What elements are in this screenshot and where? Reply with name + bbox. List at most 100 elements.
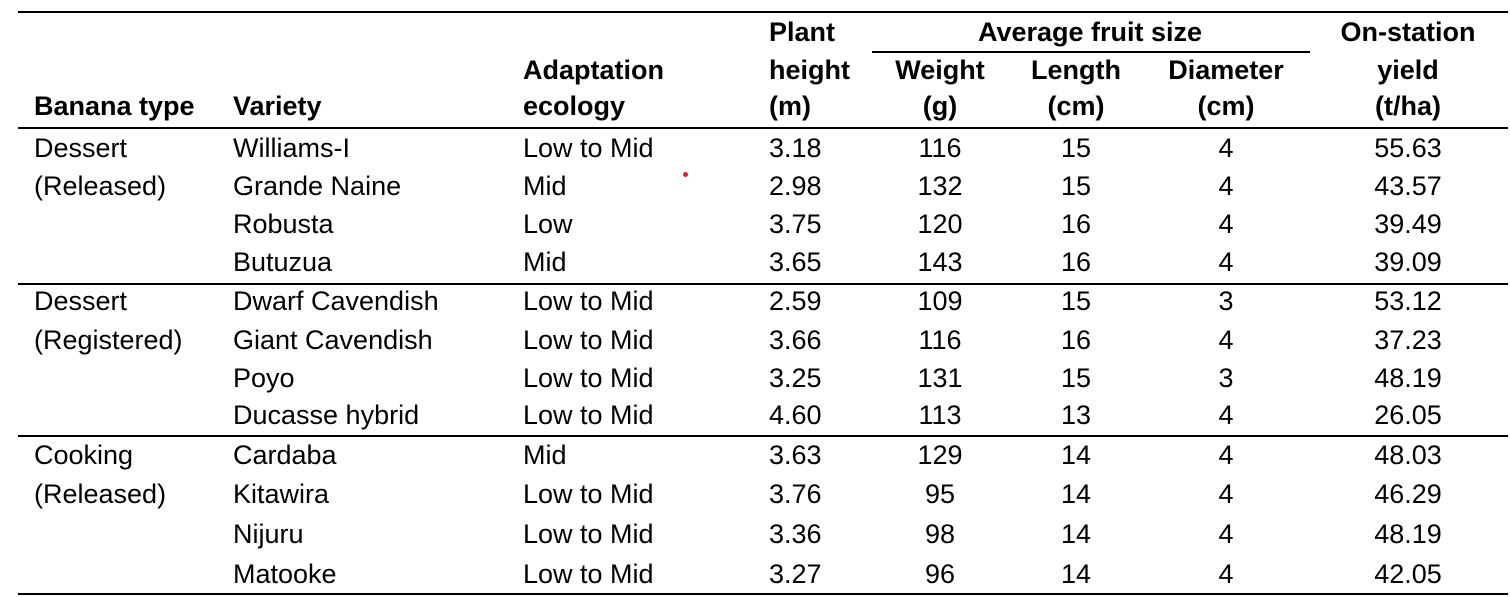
cell-length: 15 <box>1060 363 1092 393</box>
cell-height: 3.75 <box>769 209 822 239</box>
header-yield-line2: yield <box>1377 55 1439 85</box>
cell-variety: Nijuru <box>233 519 304 549</box>
cell-yield: 39.49 <box>1374 209 1442 239</box>
cell-length: 14 <box>1060 479 1092 509</box>
header-weight-line1: Weight <box>895 55 985 85</box>
banana-type-line2: (Released) <box>34 479 167 509</box>
cell-length: 16 <box>1060 247 1092 277</box>
cell-ecology: Mid <box>523 171 567 201</box>
cell-yield: 42.05 <box>1374 559 1442 589</box>
group-divider-rule <box>18 435 1508 437</box>
cell-height: 2.59 <box>769 286 822 316</box>
table-top-rule <box>18 11 1508 13</box>
cell-diameter: 4 <box>1218 133 1234 163</box>
cell-height: 3.76 <box>769 479 822 509</box>
header-bottom-rule <box>18 127 1508 129</box>
cell-height: 3.63 <box>769 440 822 470</box>
red-dot-marker <box>683 172 688 177</box>
header-length-line2: (cm) <box>1047 91 1105 121</box>
cell-height: 3.36 <box>769 519 822 549</box>
cell-height: 3.18 <box>769 133 822 163</box>
cell-yield: 26.05 <box>1374 400 1442 430</box>
cell-weight: 113 <box>918 400 962 430</box>
cell-yield: 55.63 <box>1374 133 1442 163</box>
cell-height: 3.66 <box>769 325 822 355</box>
cell-ecology: Low to Mid <box>523 133 654 163</box>
fruit-size-group-rule <box>872 51 1310 53</box>
cell-height: 3.27 <box>769 559 822 589</box>
cell-weight: 131 <box>917 363 963 393</box>
cell-yield: 48.03 <box>1374 440 1442 470</box>
cell-length: 14 <box>1060 519 1092 549</box>
cell-variety: Grande Naine <box>233 171 402 201</box>
header-diameter-line1: Diameter <box>1168 55 1284 85</box>
cell-diameter: 3 <box>1218 363 1234 393</box>
table-bottom-rule <box>18 593 1508 595</box>
cell-variety: Robusta <box>233 209 334 239</box>
cell-length: 15 <box>1060 286 1092 316</box>
cell-length: 13 <box>1060 400 1092 430</box>
cell-length: 16 <box>1060 325 1092 355</box>
cell-weight: 109 <box>917 286 963 316</box>
cell-height: 2.98 <box>769 171 822 201</box>
cell-length: 15 <box>1060 171 1092 201</box>
cell-height: 3.25 <box>769 363 822 393</box>
cell-variety: Williams-I <box>233 133 350 163</box>
header-diameter-line2: (cm) <box>1197 91 1255 121</box>
header-plant-height-line2: height <box>769 55 850 85</box>
header-yield-line1: On-station <box>1340 17 1476 47</box>
cell-length: 16 <box>1060 209 1092 239</box>
header-plant-height-line1: Plant <box>769 17 836 47</box>
cell-weight: 129 <box>917 440 963 470</box>
header-yield-line3: (t/ha) <box>1375 91 1441 121</box>
cell-diameter: 4 <box>1218 440 1234 470</box>
banana-type-line1: Dessert <box>34 286 128 316</box>
banana-type-line2: (Released) <box>34 171 167 201</box>
cell-diameter: 3 <box>1218 286 1234 316</box>
cell-variety: Butuzua <box>233 247 333 277</box>
header-adaptation-line1: Adaptation <box>523 55 664 85</box>
cell-diameter: 4 <box>1218 171 1234 201</box>
header-fruit-size-group: Average fruit size <box>977 17 1203 47</box>
cell-ecology: Low to Mid <box>523 325 654 355</box>
cell-variety: Dwarf Cavendish <box>233 286 439 316</box>
header-weight-line2: (g) <box>922 91 958 121</box>
cell-length: 14 <box>1060 559 1092 589</box>
cell-variety: Poyo <box>233 363 295 393</box>
cell-ecology: Low <box>523 209 573 239</box>
cell-variety: Kitawira <box>233 479 330 509</box>
cell-yield: 39.09 <box>1374 247 1442 277</box>
cell-weight: 98 <box>924 519 956 549</box>
cell-weight: 132 <box>917 171 963 201</box>
cell-weight: 96 <box>924 559 956 589</box>
cell-ecology: Low to Mid <box>523 286 654 316</box>
cell-ecology: Low to Mid <box>523 559 654 589</box>
cell-variety: Matooke <box>233 559 337 589</box>
cell-variety: Cardaba <box>233 440 337 470</box>
banana-type-line1: Dessert <box>34 133 128 163</box>
cell-yield: 37.23 <box>1374 325 1442 355</box>
cell-yield: 43.57 <box>1374 171 1442 201</box>
cell-ecology: Mid <box>523 440 567 470</box>
cell-diameter: 4 <box>1218 247 1234 277</box>
cell-length: 14 <box>1060 440 1092 470</box>
header-adaptation-line2: ecology <box>523 91 626 121</box>
cell-length: 15 <box>1060 133 1092 163</box>
cell-weight: 116 <box>918 325 962 355</box>
cell-weight: 116 <box>918 133 962 163</box>
group-divider-rule <box>18 283 1508 285</box>
header-length-line1: Length <box>1031 55 1121 85</box>
header-variety: Variety <box>233 91 322 121</box>
cell-diameter: 4 <box>1218 400 1234 430</box>
cell-weight: 120 <box>917 209 963 239</box>
banana-type-line2: (Registered) <box>34 325 183 355</box>
cell-variety: Giant Cavendish <box>233 325 433 355</box>
cell-diameter: 4 <box>1218 479 1234 509</box>
cell-diameter: 4 <box>1218 519 1234 549</box>
cell-diameter: 4 <box>1218 559 1234 589</box>
cell-yield: 48.19 <box>1374 363 1442 393</box>
cell-ecology: Low to Mid <box>523 363 654 393</box>
header-banana-type: Banana type <box>34 91 195 121</box>
cell-ecology: Mid <box>523 247 567 277</box>
cell-diameter: 4 <box>1218 325 1234 355</box>
